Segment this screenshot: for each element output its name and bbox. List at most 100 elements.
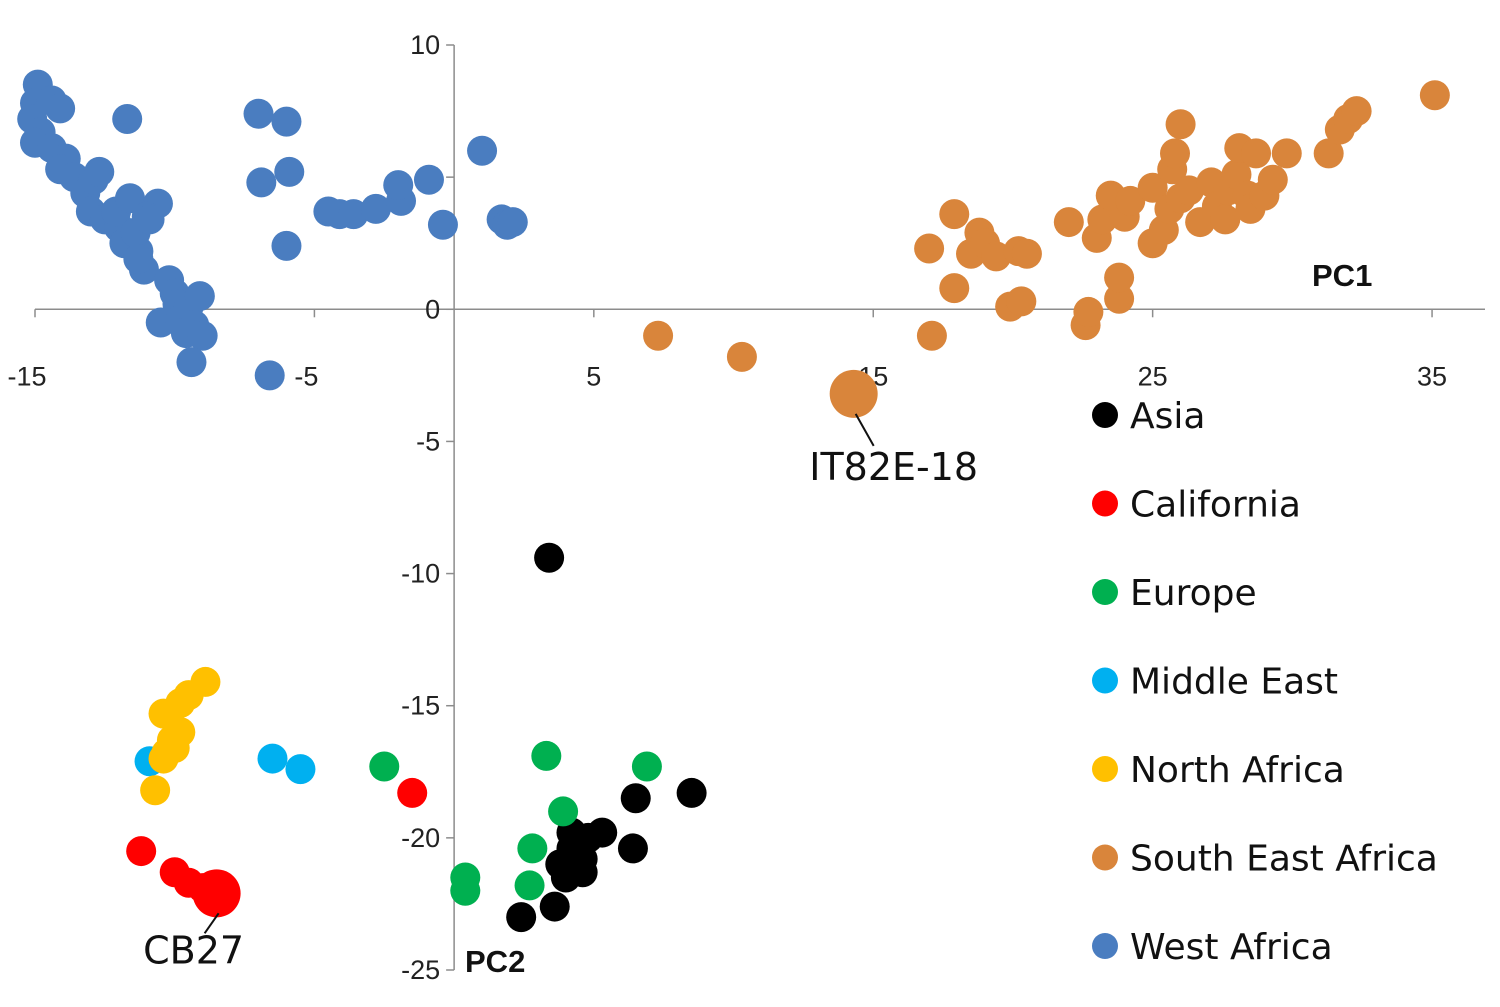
y-tick-label: 0 bbox=[425, 294, 440, 324]
data-point bbox=[413, 164, 444, 195]
data-point bbox=[531, 740, 562, 771]
data-point bbox=[534, 542, 565, 573]
data-point bbox=[383, 170, 414, 201]
legend-marker bbox=[1092, 579, 1118, 605]
data-point bbox=[643, 320, 674, 351]
legend: Asia California Europe Middle East North Afr… bbox=[1092, 396, 1438, 968]
legend-label: California bbox=[1130, 485, 1301, 526]
data-point bbox=[617, 833, 648, 864]
data-point bbox=[140, 775, 171, 806]
data-point bbox=[148, 743, 179, 774]
x-tick-label: 5 bbox=[586, 361, 601, 391]
series-south-east-africa bbox=[643, 80, 1450, 372]
legend-label: Asia bbox=[1130, 396, 1205, 437]
data-point bbox=[1165, 109, 1196, 140]
series-north-africa bbox=[140, 666, 221, 806]
data-point bbox=[631, 751, 662, 782]
data-point bbox=[176, 347, 207, 378]
data-point bbox=[539, 891, 570, 922]
data-point bbox=[254, 360, 285, 391]
data-point bbox=[369, 751, 400, 782]
data-point bbox=[1053, 207, 1084, 238]
annotation-label: IT82E-18 bbox=[809, 445, 978, 489]
data-point bbox=[112, 104, 143, 134]
data-point bbox=[271, 230, 302, 261]
y-tick-label: -5 bbox=[416, 426, 440, 456]
x-tick-label: -5 bbox=[294, 361, 318, 391]
y-tick-label: 10 bbox=[410, 30, 440, 60]
data-point bbox=[1160, 138, 1190, 169]
y-tick-label: -10 bbox=[401, 559, 440, 589]
data-point bbox=[676, 777, 707, 808]
data-point bbox=[1419, 80, 1450, 111]
legend-label: Europe bbox=[1130, 573, 1257, 614]
legend-label: South East Africa bbox=[1130, 839, 1438, 880]
data-point bbox=[274, 156, 305, 187]
series-california bbox=[126, 777, 428, 904]
highlighted-point bbox=[192, 869, 241, 918]
data-point bbox=[285, 754, 316, 785]
data-point bbox=[134, 204, 165, 235]
data-point bbox=[1104, 262, 1135, 293]
data-point bbox=[517, 833, 548, 864]
data-point bbox=[1241, 138, 1272, 169]
data-point bbox=[246, 167, 277, 198]
legend-marker bbox=[1092, 933, 1118, 959]
data-point bbox=[467, 135, 498, 166]
data-point bbox=[313, 196, 344, 227]
data-point bbox=[1115, 185, 1146, 216]
data-point bbox=[1011, 238, 1042, 269]
data-point bbox=[338, 199, 369, 230]
data-point bbox=[1341, 96, 1372, 127]
data-point bbox=[1006, 286, 1037, 317]
legend-marker bbox=[1092, 756, 1118, 782]
data-point bbox=[1313, 138, 1344, 169]
data-point bbox=[1087, 204, 1118, 235]
series-west-africa bbox=[17, 69, 528, 391]
data-point bbox=[187, 320, 218, 351]
legend-marker bbox=[1092, 402, 1118, 428]
y-tick-label: -20 bbox=[401, 823, 440, 853]
x-axis-title: PC1 bbox=[1312, 258, 1372, 293]
data-point bbox=[427, 209, 458, 240]
data-point bbox=[123, 244, 154, 275]
data-point bbox=[1271, 138, 1302, 169]
data-point bbox=[1104, 283, 1135, 314]
data-point bbox=[726, 341, 757, 372]
data-point bbox=[184, 281, 215, 312]
legend-label: West Africa bbox=[1130, 927, 1333, 968]
data-point bbox=[620, 783, 651, 814]
data-point bbox=[257, 743, 288, 774]
x-tick-label: 25 bbox=[1138, 361, 1168, 391]
data-point bbox=[550, 862, 581, 893]
highlighted-point bbox=[829, 369, 878, 418]
data-point bbox=[939, 199, 970, 230]
data-point bbox=[1210, 204, 1241, 235]
data-point bbox=[84, 156, 115, 187]
legend-label: Middle East bbox=[1130, 662, 1338, 703]
legend-marker bbox=[1092, 490, 1118, 517]
data-points bbox=[17, 69, 1450, 933]
data-point bbox=[981, 241, 1012, 272]
data-point bbox=[916, 320, 947, 351]
data-point bbox=[939, 273, 970, 304]
series-europe bbox=[369, 740, 662, 906]
data-point bbox=[126, 836, 157, 867]
legend-label: North Africa bbox=[1130, 750, 1345, 791]
data-point bbox=[497, 207, 528, 238]
data-point bbox=[243, 98, 274, 129]
data-point bbox=[548, 796, 579, 827]
data-point bbox=[45, 93, 76, 124]
annotations: IT82E-18 CB27 bbox=[143, 369, 978, 972]
series-asia bbox=[506, 542, 707, 933]
data-point bbox=[1137, 172, 1168, 203]
legend-marker bbox=[1092, 844, 1118, 871]
y-tick-label: -15 bbox=[401, 691, 440, 721]
x-tick-label: -15 bbox=[7, 361, 46, 391]
x-tick-label: 35 bbox=[1417, 361, 1447, 391]
data-point bbox=[514, 870, 545, 901]
data-point bbox=[914, 233, 945, 264]
data-point bbox=[271, 106, 302, 137]
